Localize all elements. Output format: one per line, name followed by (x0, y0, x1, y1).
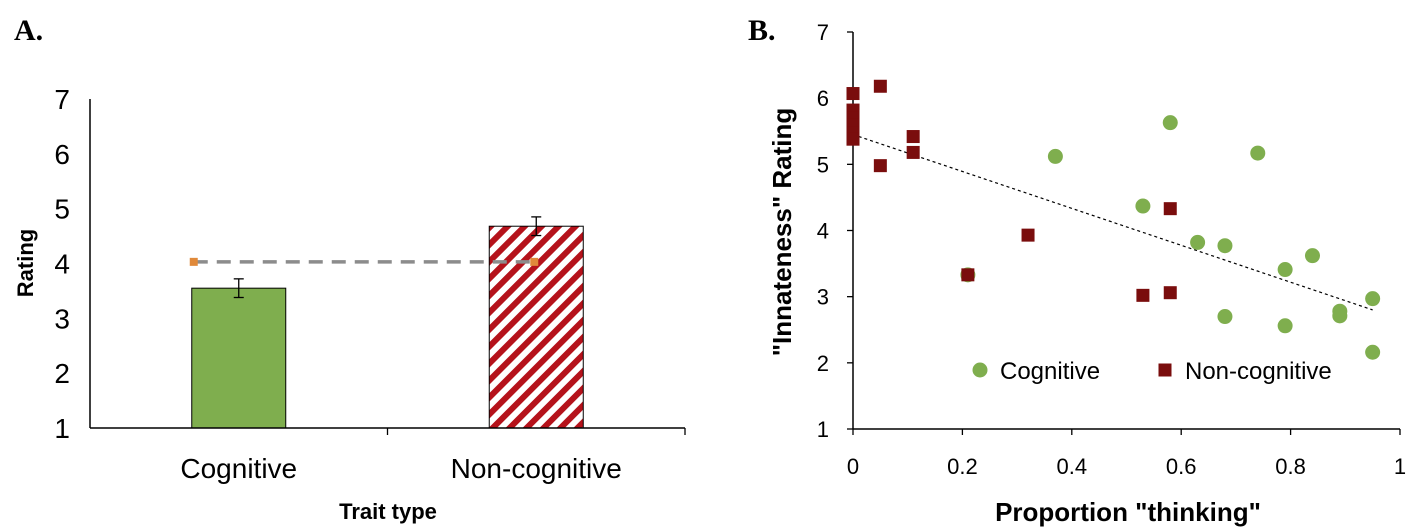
point-cognitive (1162, 115, 1178, 131)
reference-marker (189, 257, 198, 266)
x-tick-label: 0 (847, 454, 859, 479)
bar-non-cognitive (488, 225, 584, 429)
y-tick-label: 2 (54, 358, 70, 389)
legend: Cognitive Non-cognitive (972, 358, 1332, 385)
point-cognitive (1190, 234, 1206, 250)
x-tick-label: 0.2 (947, 454, 978, 479)
point-cognitive (1304, 248, 1320, 264)
point-cognitive (1217, 238, 1233, 254)
y-tick-label: 5 (54, 194, 70, 225)
y-tick-label: 2 (817, 351, 829, 376)
x-tick-label: Cognitive (180, 453, 297, 484)
y-tick-label: 1 (54, 413, 70, 444)
x-tick-label: 0.6 (1166, 454, 1197, 479)
legend-marker-cognitive (972, 362, 988, 378)
point-cognitive (1332, 308, 1348, 324)
point-cognitive (1135, 198, 1151, 214)
point-non-cognitive (906, 130, 920, 144)
x-tick-label: Non-cognitive (451, 453, 622, 484)
y-tick-label: 7 (54, 84, 70, 115)
x-tick-label: 0.8 (1275, 454, 1306, 479)
point-non-cognitive (846, 111, 860, 125)
x-axis-title: Proportion "thinking" (995, 497, 1261, 527)
error-bar (531, 216, 542, 237)
legend-marker-non-cognitive (1158, 363, 1172, 377)
reference-marker (530, 257, 539, 266)
y-tick-label: 7 (817, 20, 829, 45)
y-tick-label: 5 (817, 152, 829, 177)
point-non-cognitive (873, 159, 887, 173)
y-axis-title: "Innateness" Rating (767, 108, 797, 357)
point-non-cognitive (846, 87, 860, 101)
bar-cognitive (191, 287, 287, 429)
point-non-cognitive (846, 126, 860, 140)
point-cognitive (960, 267, 976, 283)
point-cognitive (1365, 291, 1381, 307)
point-cognitive (1332, 303, 1348, 319)
trendline (852, 133, 1373, 311)
point-non-cognitive (873, 79, 887, 93)
point-cognitive (1217, 309, 1233, 325)
point-non-cognitive (1021, 228, 1035, 242)
y-axis-title: Rating (13, 229, 38, 297)
point-cognitive (1250, 145, 1266, 161)
point-non-cognitive (906, 145, 920, 159)
error-bar (233, 278, 244, 299)
legend-label: Non-cognitive (1185, 358, 1332, 385)
y-tick-label: 3 (817, 285, 829, 310)
point-non-cognitive (846, 103, 860, 117)
panel-a-label: A. (14, 14, 44, 47)
point-cognitive (1277, 262, 1293, 278)
y-tick-label: 4 (817, 219, 829, 244)
y-tick-label: 6 (54, 139, 70, 170)
bar-chart: 1 2 3 4 5 6 7 Cognitive Non-cognitive Rating Tr… (13, 84, 686, 524)
point-non-cognitive (961, 268, 975, 282)
y-tick-label: 1 (817, 417, 829, 442)
point-non-cognitive (846, 118, 860, 132)
y-tick-label: 4 (54, 249, 70, 280)
point-non-cognitive (1163, 202, 1177, 216)
point-cognitive (1365, 344, 1381, 360)
panel-b-label: B. (748, 14, 776, 47)
x-axis-title: Trait type (339, 499, 437, 524)
x-tick-label: 0.4 (1057, 454, 1088, 479)
legend-label: Cognitive (1000, 358, 1100, 385)
point-non-cognitive (1136, 288, 1150, 302)
point-non-cognitive (1163, 286, 1177, 300)
point-non-cognitive (846, 132, 860, 146)
point-cognitive (1047, 148, 1063, 164)
point-cognitive (1277, 318, 1293, 334)
y-tick-label: 3 (54, 303, 70, 334)
x-tick-label: 1 (1394, 454, 1406, 479)
y-tick-label: 6 (817, 86, 829, 111)
